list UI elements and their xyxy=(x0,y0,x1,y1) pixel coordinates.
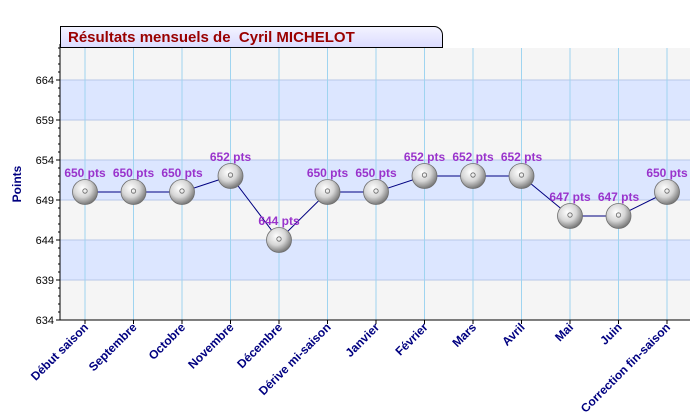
data-point-emblem xyxy=(664,188,670,194)
x-tick-label: Correction fin-saison xyxy=(578,320,673,415)
data-point xyxy=(217,163,244,189)
y-tick-label: 634 xyxy=(36,315,54,327)
x-tick-label: Novembre xyxy=(185,320,237,372)
data-point-emblem xyxy=(421,172,428,178)
data-point-emblem xyxy=(615,212,622,218)
plot-band xyxy=(60,280,690,320)
data-point-marker xyxy=(266,227,292,253)
data-point xyxy=(266,227,292,253)
data-point-marker xyxy=(411,163,438,189)
data-point-emblem xyxy=(179,188,185,194)
data-label: 647 pts xyxy=(598,190,640,204)
x-tick-label: Octobre xyxy=(146,320,189,363)
data-point xyxy=(120,179,147,205)
chart-title: Résultats mensuels de Cyril MICHELOT xyxy=(68,29,355,46)
data-point-emblem xyxy=(518,172,525,178)
data-point xyxy=(169,179,195,205)
x-tick-label: Juin xyxy=(597,320,624,347)
data-label: 652 pts xyxy=(210,150,252,164)
data-point-emblem xyxy=(276,236,282,242)
plot-band xyxy=(60,200,690,240)
data-label: 650 pts xyxy=(64,166,106,180)
y-tick-label: 659 xyxy=(36,115,54,127)
data-point-emblem xyxy=(324,188,331,194)
data-label: 650 pts xyxy=(646,166,688,180)
x-tick-label: Avril xyxy=(499,320,527,348)
data-point-emblem xyxy=(130,188,137,194)
data-point-emblem xyxy=(567,212,573,218)
data-point xyxy=(314,179,341,205)
data-label: 652 pts xyxy=(452,150,494,164)
data-point-marker xyxy=(508,163,535,189)
x-tick-label: Début saison xyxy=(28,320,91,383)
data-point xyxy=(363,179,389,205)
data-point-marker xyxy=(605,203,632,229)
x-tick-label: Janvier xyxy=(343,320,383,360)
plot-band xyxy=(60,120,690,160)
data-point xyxy=(72,179,98,205)
data-label: 647 pts xyxy=(549,190,591,204)
x-tick-label: Février xyxy=(392,320,430,358)
data-label: 652 pts xyxy=(501,150,543,164)
y-tick-label: 639 xyxy=(36,275,54,287)
plot-band xyxy=(60,240,690,280)
y-axis-label: Points xyxy=(10,165,24,202)
data-point-emblem xyxy=(82,188,88,194)
chart-title-box: Résultats mensuels de Cyril MICHELOT xyxy=(60,26,443,48)
x-tick-label: Décembre xyxy=(234,320,285,371)
data-point xyxy=(460,163,486,189)
data-point-marker xyxy=(217,163,244,189)
data-label: 650 pts xyxy=(355,166,397,180)
data-point-marker xyxy=(120,179,147,205)
data-point-marker xyxy=(460,163,486,189)
x-tick-label: Septembre xyxy=(86,320,140,374)
plot-band xyxy=(60,48,690,80)
data-label: 644 pts xyxy=(258,214,300,228)
x-tick-label: Mars xyxy=(449,320,479,350)
data-point-marker xyxy=(314,179,341,205)
plot-band xyxy=(60,80,690,120)
data-point-emblem xyxy=(227,172,234,178)
x-tick-label: Mai xyxy=(552,320,576,344)
data-label: 650 pts xyxy=(161,166,203,180)
data-point-emblem xyxy=(470,172,476,178)
data-label: 652 pts xyxy=(404,150,446,164)
y-tick-label: 654 xyxy=(36,155,54,167)
y-tick-label: 664 xyxy=(36,75,54,87)
data-point xyxy=(654,179,680,205)
data-point-emblem xyxy=(373,188,379,194)
data-point xyxy=(508,163,535,189)
data-point xyxy=(605,203,632,229)
data-point xyxy=(411,163,438,189)
data-point-marker xyxy=(654,179,680,205)
data-point-marker xyxy=(557,203,583,229)
data-point-marker xyxy=(363,179,389,205)
data-label: 650 pts xyxy=(307,166,349,180)
data-point-marker xyxy=(169,179,195,205)
data-point-marker xyxy=(72,179,98,205)
y-tick-label: 649 xyxy=(36,195,54,207)
data-point xyxy=(557,203,583,229)
data-label: 650 pts xyxy=(113,166,155,180)
y-tick-label: 644 xyxy=(36,235,54,247)
